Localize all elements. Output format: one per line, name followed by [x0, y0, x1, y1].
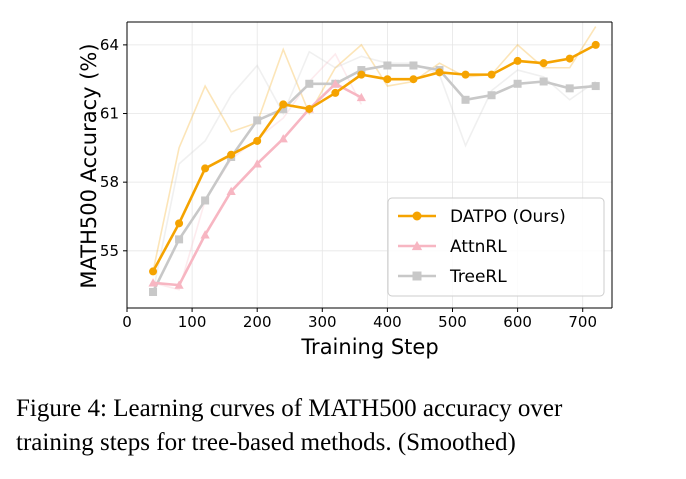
data-point	[356, 92, 366, 102]
data-point	[330, 79, 340, 88]
data-point	[227, 150, 236, 159]
data-point	[174, 280, 184, 289]
data-point	[201, 164, 210, 173]
legend-label: TreeRL	[449, 267, 507, 287]
data-point	[148, 278, 158, 287]
data-point	[565, 84, 574, 93]
y-tick-label: 58	[100, 173, 119, 191]
data-point	[539, 77, 548, 86]
y-tick-label: 55	[100, 242, 119, 260]
data-point	[175, 219, 184, 228]
learning-curve-chart: 0 100 200 300 400 500 600 700 55 58 61 64 Training …	[77, 21, 613, 359]
axes	[126, 21, 613, 309]
data-point	[513, 79, 522, 88]
data-point	[278, 134, 288, 143]
legend-label: AttnRL	[450, 237, 507, 257]
legend-frame	[387, 197, 605, 297]
data-point	[149, 287, 158, 296]
data-point	[252, 159, 262, 168]
y-axis-label: MATH500 Accuracy (%)	[77, 43, 101, 288]
smoothed-curves	[148, 40, 600, 296]
data-point	[409, 75, 418, 84]
data-point	[253, 116, 262, 125]
caption-line-2: training steps for tree-based methods. (…	[16, 429, 516, 456]
data-point	[539, 59, 548, 68]
raw-line	[152, 50, 597, 293]
data-point	[201, 196, 210, 205]
data-point	[409, 61, 418, 70]
data-point	[487, 91, 496, 100]
data-point	[383, 61, 392, 70]
data-point	[305, 104, 314, 113]
caption-line-1: Figure 4: Learning curves of MATH500 acc…	[16, 395, 563, 422]
data-point	[435, 68, 444, 77]
data-point	[149, 267, 158, 276]
legend-marker	[411, 240, 423, 251]
figure-caption: Figure 4: Learning curves of MATH500 acc…	[16, 392, 676, 460]
x-tick-label: 100	[178, 313, 207, 331]
data-point	[279, 104, 288, 113]
legend: DATPO (Ours) AttnRL TreeRL	[387, 197, 605, 297]
series-line	[151, 64, 596, 293]
legend-label: DATPO (Ours)	[450, 207, 566, 227]
x-tick-label: 300	[308, 313, 337, 331]
data-point	[383, 75, 392, 84]
x-tick-label: 500	[438, 313, 467, 331]
legend-marker	[412, 271, 422, 281]
data-point	[591, 40, 600, 49]
x-tick-label: 700	[568, 313, 597, 331]
data-point	[461, 95, 470, 104]
data-point	[565, 54, 574, 63]
raw-line	[152, 26, 597, 272]
data-point	[487, 70, 496, 79]
data-point	[591, 82, 600, 91]
data-point	[305, 79, 314, 88]
x-tick-label: 600	[503, 313, 532, 331]
data-point	[279, 100, 288, 109]
data-point	[357, 66, 366, 75]
data-point	[461, 70, 470, 79]
data-point	[175, 235, 184, 244]
x-tick-label: 0	[122, 313, 132, 331]
y-tick-label: 61	[100, 105, 119, 123]
legend-marker	[412, 211, 422, 221]
x-axis-label: Training Step	[300, 335, 438, 359]
data-point	[253, 136, 262, 145]
x-tick-label: 200	[243, 313, 272, 331]
data-point	[513, 56, 522, 65]
data-point	[357, 70, 366, 79]
data-point	[331, 88, 340, 97]
tick-labels: 0 100 200 300 400 500 600 700 55 58 61 64	[100, 36, 597, 331]
data-point	[200, 230, 210, 239]
series-line	[151, 43, 597, 273]
y-tick-label: 64	[100, 36, 119, 54]
data-point	[226, 186, 236, 195]
x-tick-label: 400	[373, 313, 402, 331]
